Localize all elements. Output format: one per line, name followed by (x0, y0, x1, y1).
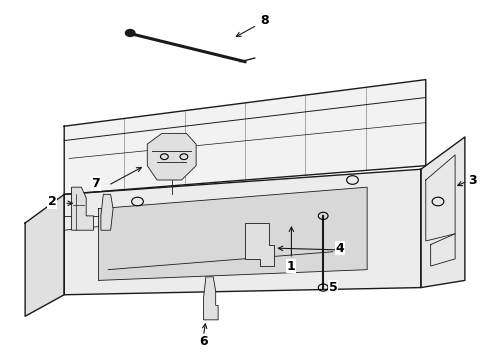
Polygon shape (101, 194, 113, 230)
Polygon shape (64, 80, 426, 194)
Polygon shape (203, 277, 218, 320)
Polygon shape (72, 187, 94, 230)
Polygon shape (421, 137, 465, 288)
Text: 8: 8 (260, 14, 269, 27)
Polygon shape (64, 169, 421, 295)
Text: 3: 3 (468, 174, 476, 186)
Text: 2: 2 (48, 195, 56, 208)
Polygon shape (245, 223, 274, 266)
Polygon shape (147, 134, 196, 180)
Text: 5: 5 (329, 281, 337, 294)
Polygon shape (98, 187, 367, 280)
Polygon shape (25, 194, 64, 316)
Text: 6: 6 (199, 335, 208, 348)
Circle shape (125, 30, 135, 37)
Text: 1: 1 (287, 260, 296, 273)
Text: 4: 4 (336, 242, 344, 255)
Text: 7: 7 (92, 177, 100, 190)
